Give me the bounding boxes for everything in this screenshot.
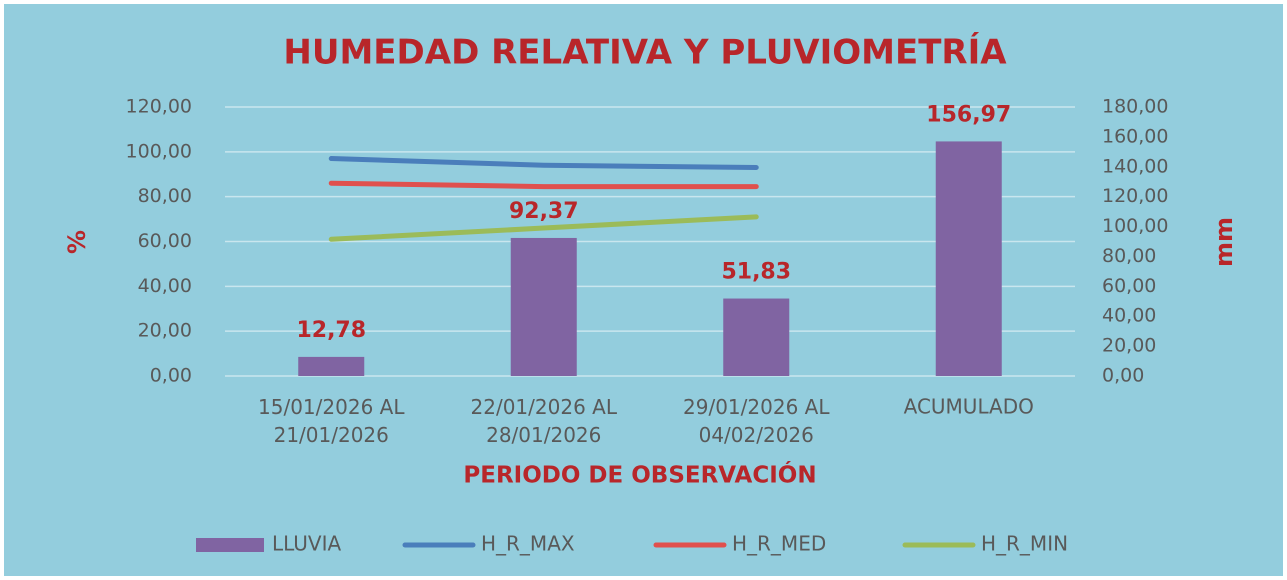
data-label: 92,37 <box>509 199 579 224</box>
y-axis-label: % <box>63 230 91 254</box>
data-label: 12,78 <box>296 318 366 343</box>
data-label: 51,83 <box>721 260 791 285</box>
y-tick-label: 20,00 <box>138 320 192 342</box>
legend-label: H_R_MAX <box>481 532 575 556</box>
line <box>328 180 759 190</box>
y-tick-label: 0,00 <box>150 365 192 387</box>
legend-label: H_R_MIN <box>981 532 1068 556</box>
legend-label: LLUVIA <box>272 532 342 556</box>
y2-tick-label: 0,00 <box>1102 365 1144 387</box>
line <box>328 156 759 171</box>
bar <box>935 141 1002 376</box>
bar <box>510 237 577 376</box>
y2-tick-label: 180,00 <box>1102 96 1168 118</box>
y2-tick-label: 160,00 <box>1102 125 1168 147</box>
y-tick-label: 120,00 <box>126 96 192 118</box>
x-tick-label: ACUMULADO <box>904 395 1034 419</box>
legend-label: H_R_MED <box>732 532 826 556</box>
data-label: 156,97 <box>926 102 1011 127</box>
y2-axis-label: mm <box>1210 217 1238 267</box>
chart-title: HUMEDAD RELATIVA Y PLUVIOMETRÍA <box>283 32 1007 73</box>
y-tick-label: 60,00 <box>138 230 192 252</box>
y2-tick-label: 80,00 <box>1102 245 1156 267</box>
line <box>328 214 759 242</box>
bar <box>298 356 365 376</box>
y2-tick-label: 40,00 <box>1102 305 1156 327</box>
y-tick-label: 100,00 <box>126 140 192 162</box>
y-tick-label: 40,00 <box>138 275 192 297</box>
legend-swatch <box>196 538 264 552</box>
y2-tick-label: 140,00 <box>1102 155 1168 177</box>
y2-tick-label: 20,00 <box>1102 335 1156 357</box>
chart-background <box>4 4 1283 576</box>
x-axis-label: PERIODO DE OBSERVACIÓN <box>463 461 816 489</box>
x-tick-label: 15/01/2026 AL 21/01/2026 <box>258 395 405 447</box>
x-tick-label: 22/01/2026 AL 28/01/2026 <box>471 395 618 447</box>
bar <box>723 298 790 376</box>
x-tick-label: 29/01/2026 AL 04/02/2026 <box>683 395 830 447</box>
y2-tick-label: 60,00 <box>1102 275 1156 297</box>
y2-tick-label: 120,00 <box>1102 185 1168 207</box>
y2-tick-label: 100,00 <box>1102 215 1168 237</box>
y-tick-label: 80,00 <box>138 185 192 207</box>
